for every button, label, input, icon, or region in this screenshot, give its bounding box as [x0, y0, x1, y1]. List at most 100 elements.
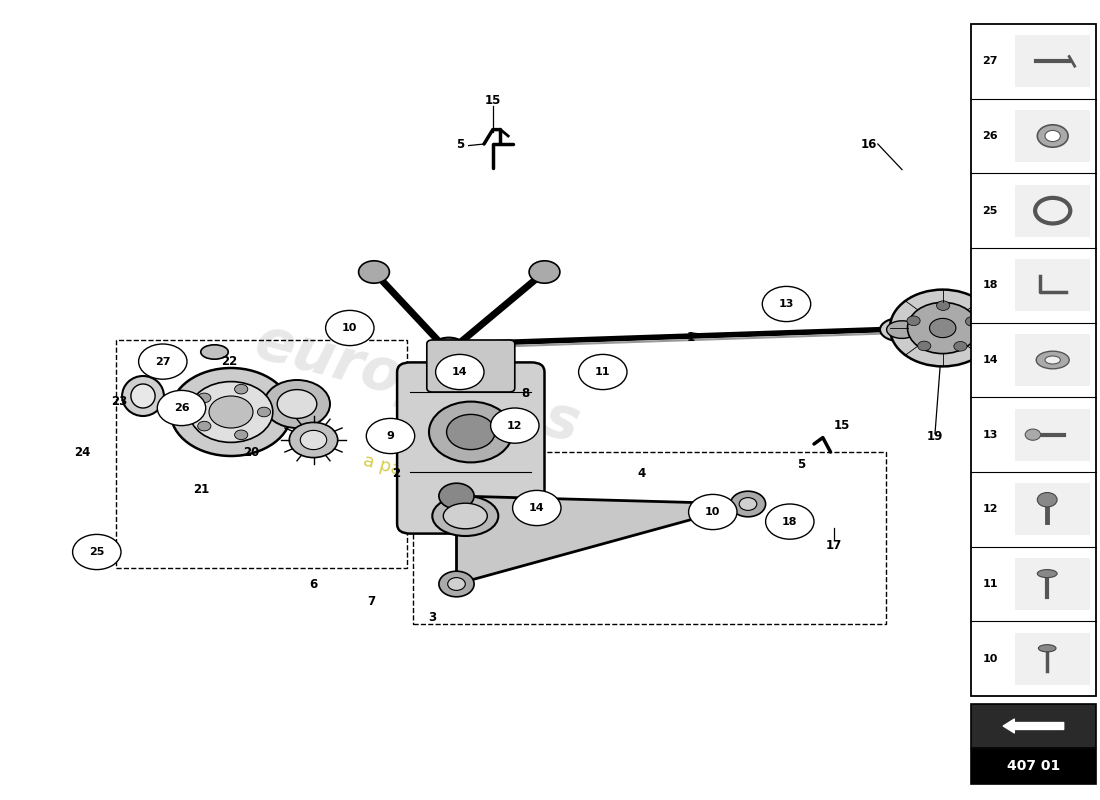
Circle shape — [73, 534, 121, 570]
Ellipse shape — [887, 321, 917, 338]
Text: 7: 7 — [367, 595, 376, 608]
Bar — [412, 452, 886, 624]
Text: europares: europares — [250, 314, 586, 454]
Text: 407 01: 407 01 — [1006, 759, 1060, 774]
Text: 14: 14 — [529, 503, 544, 513]
FancyBboxPatch shape — [397, 362, 544, 534]
Ellipse shape — [200, 345, 229, 359]
Text: 27: 27 — [155, 357, 170, 366]
Circle shape — [529, 261, 560, 283]
Polygon shape — [456, 496, 748, 584]
Ellipse shape — [122, 376, 164, 416]
Text: 25: 25 — [89, 547, 104, 557]
Text: 19: 19 — [927, 430, 943, 442]
Circle shape — [429, 338, 469, 366]
Circle shape — [739, 498, 757, 510]
Bar — [1015, 35, 1090, 87]
Circle shape — [139, 344, 187, 379]
Circle shape — [264, 380, 330, 428]
Text: 13: 13 — [982, 430, 998, 440]
Text: 12: 12 — [982, 504, 998, 514]
Circle shape — [439, 483, 474, 509]
Circle shape — [1045, 130, 1060, 142]
Text: 6: 6 — [309, 578, 318, 590]
Circle shape — [513, 490, 561, 526]
Ellipse shape — [1038, 645, 1056, 652]
Circle shape — [257, 407, 271, 417]
Text: 27: 27 — [982, 56, 998, 66]
Bar — [971, 24, 1096, 696]
Circle shape — [289, 422, 338, 458]
Text: 3: 3 — [428, 611, 437, 624]
FancyArrowPatch shape — [1003, 719, 1064, 733]
Circle shape — [890, 290, 996, 366]
Circle shape — [491, 408, 539, 443]
Text: 26: 26 — [982, 131, 998, 141]
Text: 18: 18 — [782, 517, 797, 526]
Text: 26: 26 — [174, 403, 189, 413]
Circle shape — [277, 390, 317, 418]
Circle shape — [689, 494, 737, 530]
Text: a passion for parts since 1985: a passion for parts since 1985 — [361, 452, 629, 540]
Text: 15: 15 — [485, 94, 501, 106]
Circle shape — [936, 301, 949, 310]
Text: 14: 14 — [982, 355, 998, 365]
Text: 11: 11 — [982, 579, 998, 589]
Text: 8: 8 — [521, 387, 530, 400]
Text: 25: 25 — [982, 206, 998, 216]
Text: 18: 18 — [982, 280, 998, 290]
Circle shape — [234, 430, 248, 440]
Text: 12: 12 — [507, 421, 522, 430]
Circle shape — [157, 390, 206, 426]
Ellipse shape — [432, 496, 498, 536]
Circle shape — [1025, 429, 1041, 440]
Text: 22: 22 — [221, 355, 236, 368]
Ellipse shape — [131, 384, 155, 408]
Circle shape — [198, 422, 211, 431]
Circle shape — [300, 430, 327, 450]
FancyBboxPatch shape — [427, 340, 515, 392]
Circle shape — [436, 354, 484, 390]
Text: 1: 1 — [686, 331, 695, 344]
Circle shape — [170, 368, 292, 456]
Text: 13: 13 — [779, 299, 794, 309]
Text: 10: 10 — [982, 654, 998, 664]
Circle shape — [908, 302, 978, 354]
Text: 17: 17 — [826, 539, 842, 552]
Text: 9: 9 — [386, 431, 395, 441]
Bar — [971, 704, 1096, 748]
Circle shape — [448, 578, 465, 590]
Ellipse shape — [1037, 570, 1057, 578]
Circle shape — [447, 414, 495, 450]
Text: 24: 24 — [75, 446, 90, 458]
Ellipse shape — [443, 503, 487, 529]
Circle shape — [439, 571, 474, 597]
Ellipse shape — [1045, 356, 1060, 364]
Circle shape — [762, 286, 811, 322]
Circle shape — [366, 418, 415, 454]
Circle shape — [209, 396, 253, 428]
Text: 10: 10 — [705, 507, 720, 517]
Circle shape — [234, 384, 248, 394]
Bar — [1015, 185, 1090, 237]
Text: 5: 5 — [455, 138, 464, 150]
Circle shape — [189, 382, 273, 442]
Circle shape — [917, 341, 931, 350]
Text: 4: 4 — [637, 467, 646, 480]
Text: 5: 5 — [796, 458, 805, 470]
Circle shape — [1037, 493, 1057, 507]
Bar — [971, 749, 1096, 784]
Circle shape — [906, 316, 920, 326]
Text: 16: 16 — [861, 138, 877, 150]
Bar — [116, 340, 407, 568]
Text: 2: 2 — [392, 467, 400, 480]
Bar — [1015, 334, 1090, 386]
Circle shape — [579, 354, 627, 390]
Text: 14: 14 — [452, 367, 468, 377]
Circle shape — [930, 318, 956, 338]
Text: 23: 23 — [111, 395, 126, 408]
Circle shape — [429, 402, 513, 462]
Bar — [1015, 558, 1090, 610]
Text: 20: 20 — [243, 446, 258, 458]
Bar — [1015, 483, 1090, 535]
